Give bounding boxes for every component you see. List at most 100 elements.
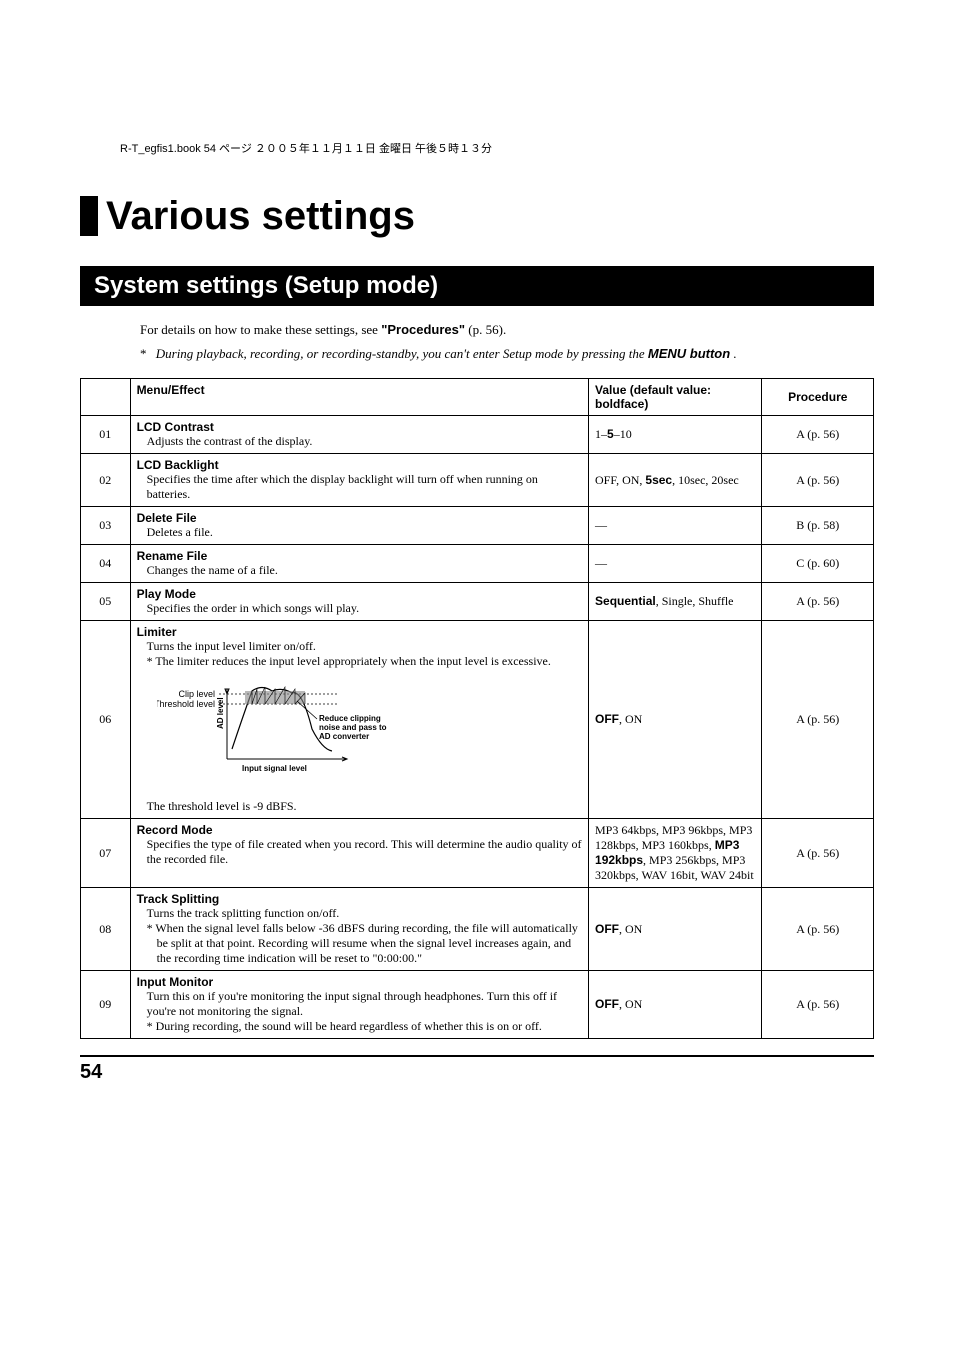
value-default: OFF bbox=[595, 922, 619, 936]
row-procedure-cell: B (p. 58) bbox=[762, 507, 874, 545]
table-row: 08 Track SplittingTurns the track splitti… bbox=[81, 888, 874, 971]
value-post: , 10sec, 20sec bbox=[672, 473, 739, 487]
row-procedure-cell: A (p. 56) bbox=[762, 454, 874, 507]
note-text-2: . bbox=[733, 346, 736, 361]
row-number: 08 bbox=[81, 888, 131, 971]
svg-text:Threshold level: Threshold level bbox=[157, 699, 215, 709]
row-menu-cell: LCD ContrastAdjusts the contrast of the … bbox=[130, 416, 588, 454]
value-default: 5sec bbox=[645, 473, 672, 487]
intro-suffix: (p. 56). bbox=[468, 322, 506, 337]
settings-table: Menu/Effect Value (default value: boldfa… bbox=[80, 378, 874, 1039]
intro-link: "Procedures" bbox=[381, 322, 465, 337]
menu-item-title: Rename File bbox=[137, 549, 582, 563]
row-menu-cell: LimiterTurns the input level limiter on/… bbox=[130, 621, 588, 819]
intro-prefix: For details on how to make these setting… bbox=[140, 322, 378, 337]
svg-text:Clip level: Clip level bbox=[178, 689, 215, 699]
print-header: R-T_egfis1.book 54 ページ ２００５年１１月１１日 金曜日 午… bbox=[120, 140, 874, 156]
value-default: OFF bbox=[595, 712, 619, 726]
row-number: 06 bbox=[81, 621, 131, 819]
value-pre: OFF, ON, bbox=[595, 473, 645, 487]
value-post: , ON bbox=[619, 922, 642, 936]
note-asterisk: * bbox=[140, 346, 147, 361]
row-value-cell: Sequential, Single, Shuffle bbox=[589, 583, 762, 621]
menu-item-description: Specifies the type of file created when … bbox=[137, 837, 582, 867]
value-post: , ON bbox=[619, 997, 642, 1011]
menu-item-description: Turns the input level limiter on/off. bbox=[137, 639, 582, 654]
row-value-cell: OFF, ON bbox=[589, 888, 762, 971]
menu-item-title: Limiter bbox=[137, 625, 582, 639]
main-title: Various settings bbox=[106, 196, 415, 236]
row-menu-cell: Input MonitorTurn this on if you're moni… bbox=[130, 971, 588, 1039]
row-value-cell: MP3 64kbps, MP3 96kbps, MP3 128kbps, MP3… bbox=[589, 819, 762, 888]
menu-item-title: LCD Contrast bbox=[137, 420, 582, 434]
row-number: 01 bbox=[81, 416, 131, 454]
value-default: Sequential bbox=[595, 594, 656, 608]
title-decoration-block bbox=[80, 196, 98, 236]
row-number: 07 bbox=[81, 819, 131, 888]
row-number: 02 bbox=[81, 454, 131, 507]
title-section: Various settings bbox=[80, 196, 874, 236]
row-number: 05 bbox=[81, 583, 131, 621]
menu-item-description: Specifies the order in which songs will … bbox=[137, 601, 582, 616]
table-header-row: Menu/Effect Value (default value: boldfa… bbox=[81, 379, 874, 416]
row-menu-cell: Play ModeSpecifies the order in which so… bbox=[130, 583, 588, 621]
table-row: 01LCD ContrastAdjusts the contrast of th… bbox=[81, 416, 874, 454]
row-value-cell: 1–5–10 bbox=[589, 416, 762, 454]
menu-item-title: Input Monitor bbox=[137, 975, 582, 989]
section-subtitle: System settings (Setup mode) bbox=[80, 266, 874, 306]
svg-text:noise and pass to: noise and pass to bbox=[319, 723, 387, 732]
row-procedure-cell: A (p. 56) bbox=[762, 583, 874, 621]
diagram-svg: Clip level Threshold level Reduce clippi… bbox=[157, 679, 437, 779]
menu-item-description: Turn this on if you're monitoring the in… bbox=[137, 989, 582, 1019]
row-procedure-cell: A (p. 56) bbox=[762, 621, 874, 819]
row-value-cell: OFF, ON bbox=[589, 621, 762, 819]
value-pre: 1– bbox=[595, 427, 607, 441]
value-post: –10 bbox=[614, 427, 632, 441]
table-row: 02LCD BacklightSpecifies the time after … bbox=[81, 454, 874, 507]
menu-item-subnote: * When the signal level falls below -36 … bbox=[137, 921, 582, 966]
menu-item-title: Delete File bbox=[137, 511, 582, 525]
header-procedure: Procedure bbox=[762, 379, 874, 416]
row-procedure-cell: A (p. 56) bbox=[762, 888, 874, 971]
menu-item-subnote: * The limiter reduces the input level ap… bbox=[137, 654, 582, 669]
header-blank bbox=[81, 379, 131, 416]
note-text-1: During playback, recording, or recording… bbox=[156, 346, 648, 361]
svg-text:Reduce clipping: Reduce clipping bbox=[319, 714, 381, 723]
menu-item-description: Changes the name of a file. bbox=[137, 563, 582, 578]
svg-text:AD converter: AD converter bbox=[319, 732, 369, 741]
note-paragraph: * During playback, recording, or recordi… bbox=[140, 346, 874, 362]
row-menu-cell: LCD BacklightSpecifies the time after wh… bbox=[130, 454, 588, 507]
table-row: 06LimiterTurns the input level limiter o… bbox=[81, 621, 874, 819]
header-menu: Menu/Effect bbox=[130, 379, 588, 416]
value-post: , Single, Shuffle bbox=[656, 594, 734, 608]
menu-item-title: Track Splitting bbox=[137, 892, 582, 906]
table-row: 04Rename FileChanges the name of a file.… bbox=[81, 545, 874, 583]
row-number: 03 bbox=[81, 507, 131, 545]
menu-item-description: Specifies the time after which the displ… bbox=[137, 472, 582, 502]
table-row: 09Input MonitorTurn this on if you're mo… bbox=[81, 971, 874, 1039]
row-menu-cell: Record ModeSpecifies the type of file cr… bbox=[130, 819, 588, 888]
row-menu-cell: Delete FileDeletes a file. bbox=[130, 507, 588, 545]
svg-text:Input signal level: Input signal level bbox=[242, 764, 307, 773]
svg-text:AD level: AD level bbox=[216, 697, 225, 729]
row-value-cell: OFF, ON, 5sec, 10sec, 20sec bbox=[589, 454, 762, 507]
row-value-cell: OFF, ON bbox=[589, 971, 762, 1039]
value-pre: — bbox=[595, 556, 607, 570]
row-menu-cell: Rename FileChanges the name of a file. bbox=[130, 545, 588, 583]
menu-item-description: Adjusts the contrast of the display. bbox=[137, 434, 582, 449]
intro-paragraph: For details on how to make these setting… bbox=[140, 322, 874, 338]
menu-item-title: LCD Backlight bbox=[137, 458, 582, 472]
menu-item-footer: The threshold level is -9 dBFS. bbox=[137, 799, 582, 814]
row-value-cell: — bbox=[589, 507, 762, 545]
page-number: 54 bbox=[80, 1055, 874, 1084]
limiter-diagram: Clip level Threshold level Reduce clippi… bbox=[157, 679, 582, 789]
menu-item-description: Turns the track splitting function on/of… bbox=[137, 906, 582, 921]
menu-item-subnote: * During recording, the sound will be he… bbox=[137, 1019, 582, 1034]
menu-item-title: Play Mode bbox=[137, 587, 582, 601]
menu-item-description: Deletes a file. bbox=[137, 525, 582, 540]
row-value-cell: — bbox=[589, 545, 762, 583]
row-number: 04 bbox=[81, 545, 131, 583]
note-bold: MENU button bbox=[648, 346, 730, 361]
row-procedure-cell: A (p. 56) bbox=[762, 819, 874, 888]
row-procedure-cell: C (p. 60) bbox=[762, 545, 874, 583]
